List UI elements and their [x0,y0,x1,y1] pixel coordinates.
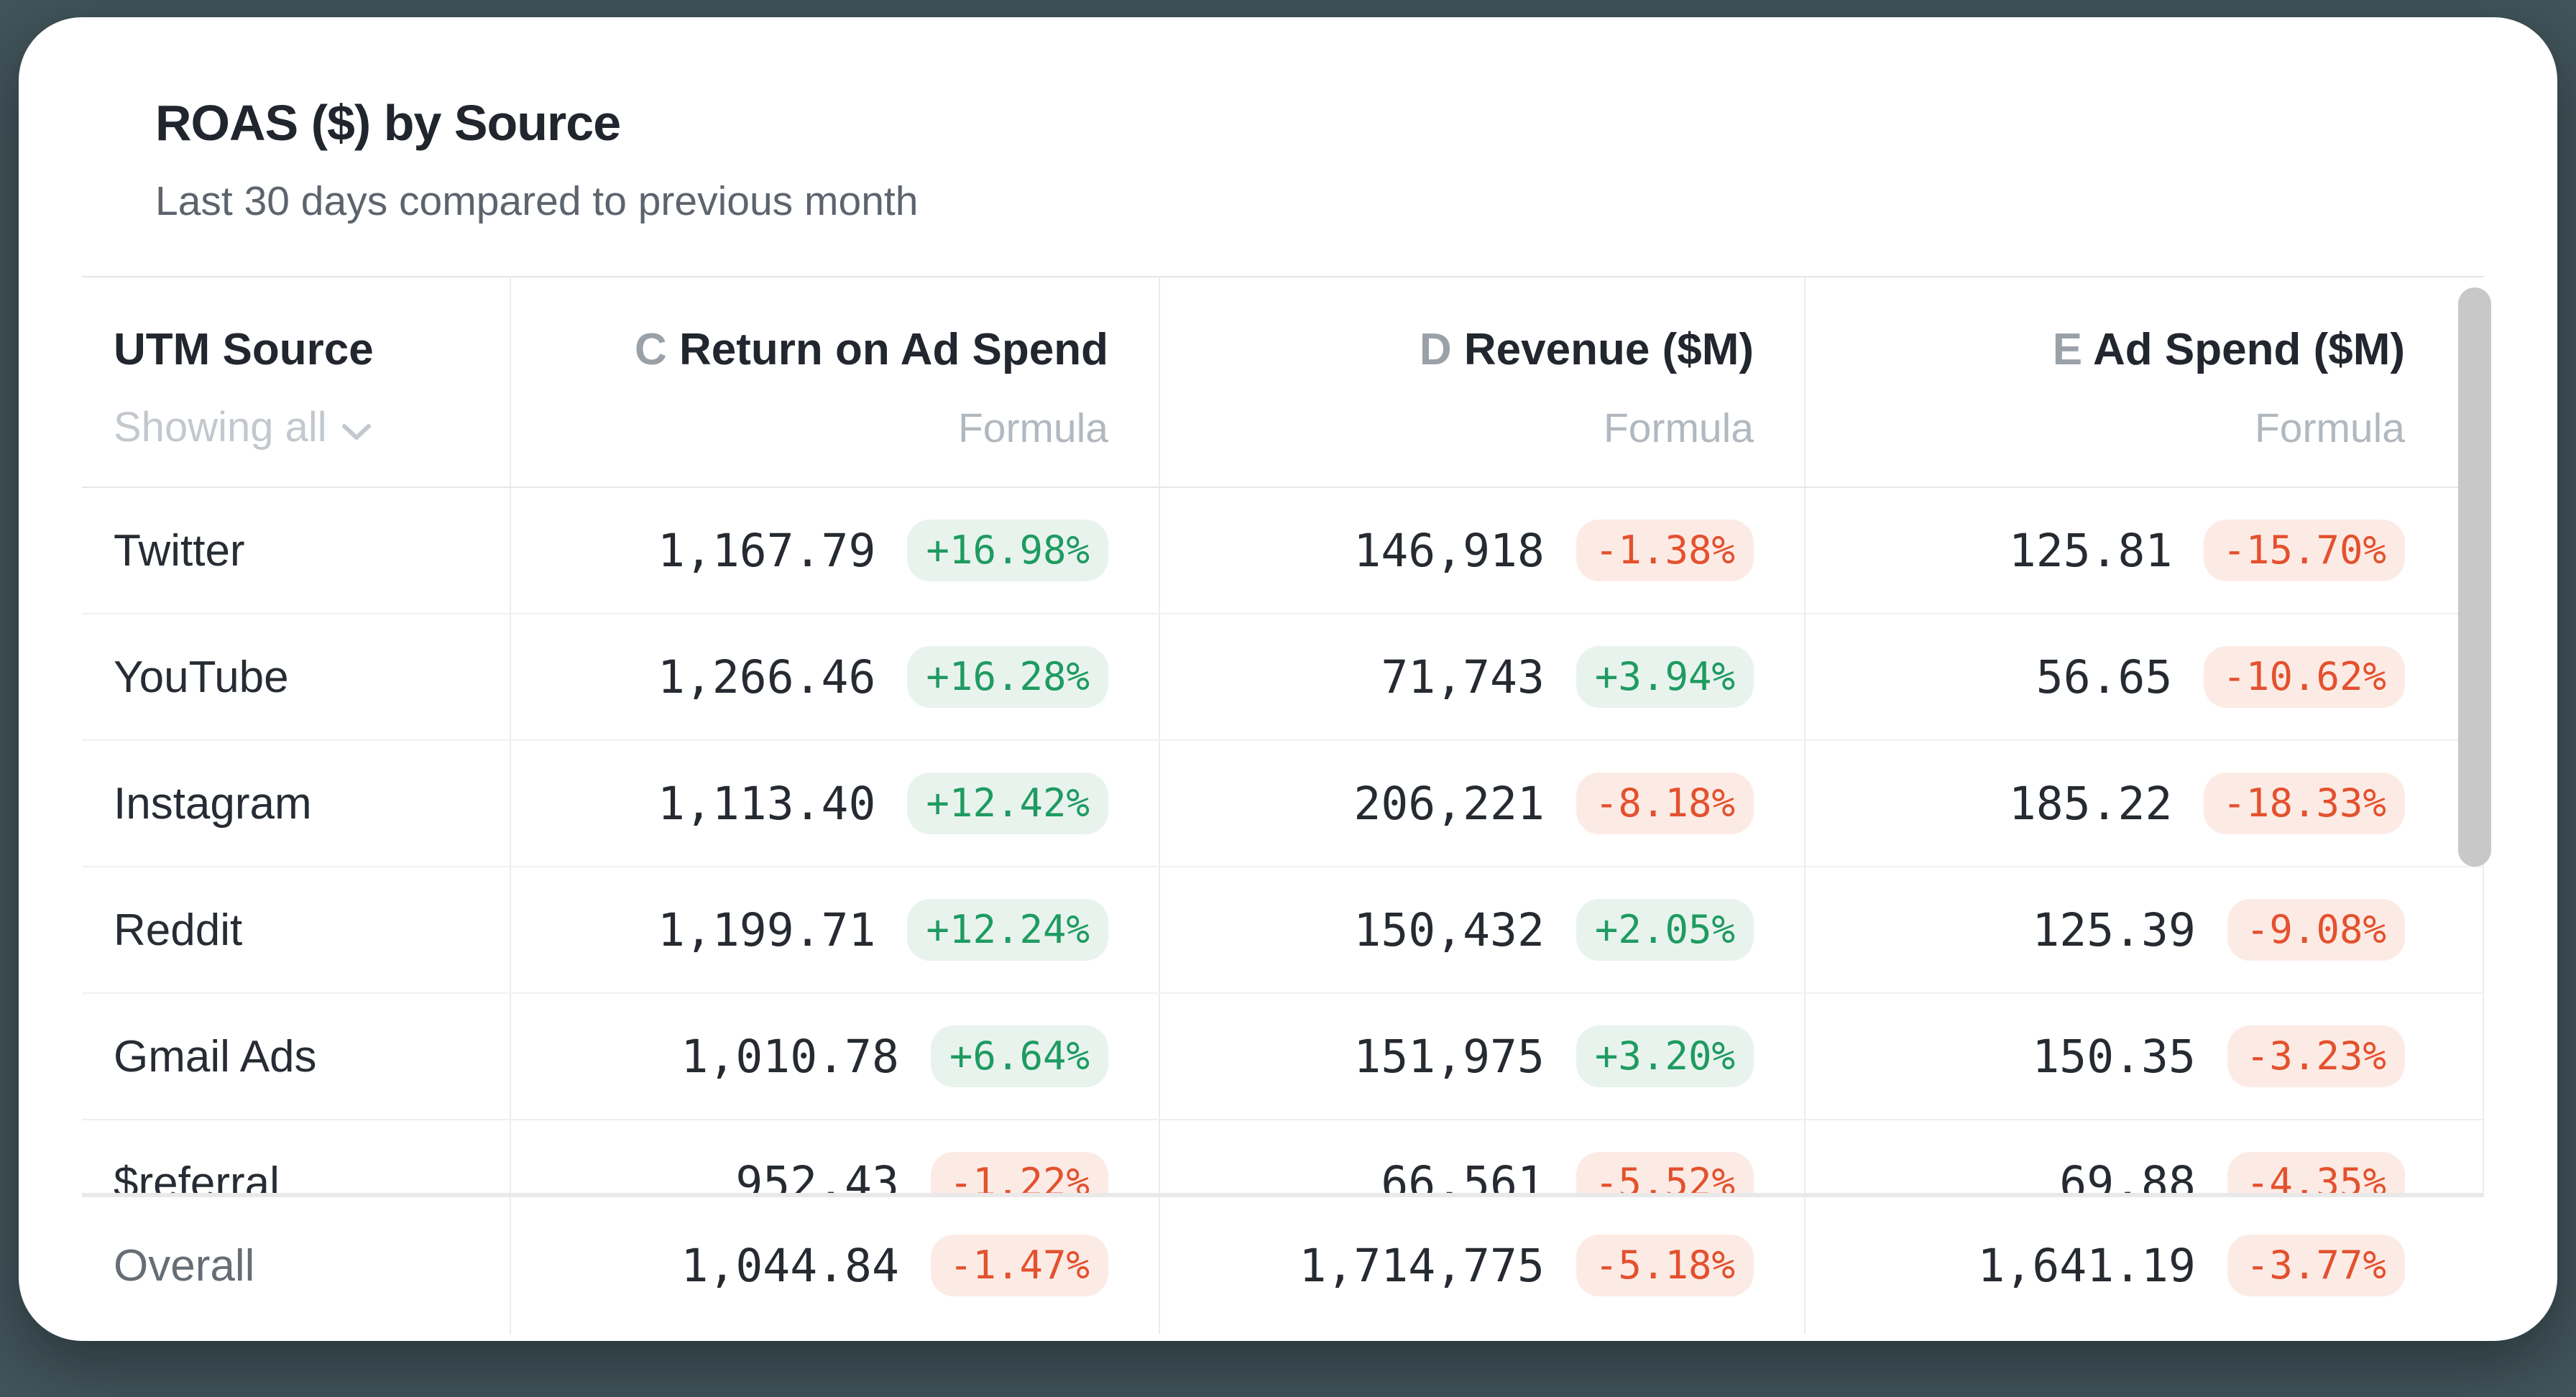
delta-badge: -9.08% [2227,899,2405,961]
column-header-utm-source: UTM Source Showing all [82,277,510,487]
page-title: ROAS ($) by Source [155,95,621,151]
delta-badge: -18.33% [2204,773,2405,834]
delta-badge: +16.28% [907,646,1108,708]
column-letter: C [634,325,667,374]
metric-value: 1,714,775 [1299,1239,1545,1292]
metric-value: 1,199.71 [657,903,876,956]
delta-badge: +12.24% [907,899,1108,961]
delta-badge: -1.22% [930,1152,1108,1193]
metric-value: 71,743 [1381,650,1545,704]
delta-badge: -1.47% [930,1235,1108,1296]
metric-value: 206,221 [1353,777,1545,830]
delta-badge: -4.35% [2227,1152,2405,1193]
delta-badge: +3.94% [1576,646,1754,708]
metric-value: 69.88 [2059,1156,2196,1194]
delta-badge: +6.64% [930,1025,1108,1087]
column-formula-label: Formula [2254,405,2405,451]
utm-source-header-label: UTM Source [114,325,374,374]
row-source-label: Twitter [114,525,245,576]
metric-value: 125.81 [2008,524,2173,577]
delta-badge: -3.23% [2227,1025,2405,1087]
source-filter-dropdown[interactable]: Showing all [114,407,510,448]
metric-value: 1,641.19 [1977,1239,2196,1292]
table-row: YouTube 1,266.46 +16.28% 71,743 +3.94% 5… [82,614,2483,741]
row-source-label: YouTube [114,652,289,702]
table-row: $referral 952.43 -1.22% 66,561 -5.52% 69… [82,1120,2483,1193]
metric-value: 185.22 [2008,777,2173,830]
column-label: Ad Spend ($M) [2093,325,2405,374]
column-header-revenue[interactable]: D Revenue ($M) Formula [1159,277,1804,487]
table-footer-row-overall: Overall 1,044.84 -1.47% 1,714,775 -5.18%… [82,1193,2484,1334]
delta-badge: -5.18% [1576,1235,1754,1296]
source-filter-label: Showing all [114,404,327,451]
delta-badge: +3.20% [1576,1025,1754,1087]
column-letter: E [2052,325,2083,374]
roas-table: UTM Source Showing all C Return on Ad Sp… [82,276,2484,1193]
metric-value: 56.65 [2036,650,2173,704]
row-source-label: $referral [114,1158,280,1194]
delta-badge: +12.42% [907,773,1108,834]
table-row: Instagram 1,113.40 +12.42% 206,221 -8.18… [82,741,2483,867]
column-formula-label: Formula [957,405,1108,451]
metric-value: 150,432 [1353,903,1545,956]
metric-value: 1,044.84 [681,1239,899,1292]
metric-value: 1,113.40 [657,777,876,830]
metric-value: 66,561 [1381,1156,1545,1194]
delta-badge: -5.52% [1576,1152,1754,1193]
table-row: Reddit 1,199.71 +12.24% 150,432 +2.05% 1… [82,867,2483,994]
page-subtitle: Last 30 days compared to previous month [155,178,919,224]
metric-value: 1,167.79 [657,524,876,577]
metric-value: 150.35 [2032,1030,2196,1083]
table-header-row: UTM Source Showing all C Return on Ad Sp… [82,276,2484,488]
column-formula-label: Formula [1603,405,1754,451]
delta-badge: -1.38% [1576,520,1754,581]
column-letter: D [1419,325,1452,374]
table-body: Twitter 1,167.79 +16.98% 146,918 -1.38% … [82,488,2484,1193]
column-header-roas[interactable]: C Return on Ad Spend Formula [510,277,1159,487]
row-source-label: Gmail Ads [114,1031,317,1082]
footer-source-label: Overall [114,1240,255,1291]
row-source-label: Reddit [114,905,243,955]
metric-value: 1,266.46 [657,650,876,704]
row-source-label: Instagram [114,778,312,829]
delta-badge: -3.77% [2227,1235,2405,1296]
delta-badge: +2.05% [1576,899,1754,961]
chevron-down-icon [341,407,372,448]
table-row: Twitter 1,167.79 +16.98% 146,918 -1.38% … [82,488,2483,614]
delta-badge: -15.70% [2204,520,2405,581]
metric-value: 1,010.78 [681,1030,899,1083]
card-header: ROAS ($) by Source Last 30 days compared… [155,98,918,222]
delta-badge: -8.18% [1576,773,1754,834]
metric-value: 151,975 [1353,1030,1545,1083]
delta-badge: -10.62% [2204,646,2405,708]
metric-value: 146,918 [1353,524,1545,577]
metric-value: 952.43 [735,1156,899,1194]
column-label: Return on Ad Spend [679,325,1108,374]
column-header-ad-spend[interactable]: E Ad Spend ($M) Formula [1804,277,2484,487]
table-row: Gmail Ads 1,010.78 +6.64% 151,975 +3.20%… [82,994,2483,1120]
column-label: Revenue ($M) [1463,325,1754,374]
roas-widget-card: ROAS ($) by Source Last 30 days compared… [19,17,2557,1341]
vertical-scrollbar-thumb[interactable] [2458,287,2491,867]
metric-value: 125.39 [2032,903,2196,956]
delta-badge: +16.98% [907,520,1108,581]
